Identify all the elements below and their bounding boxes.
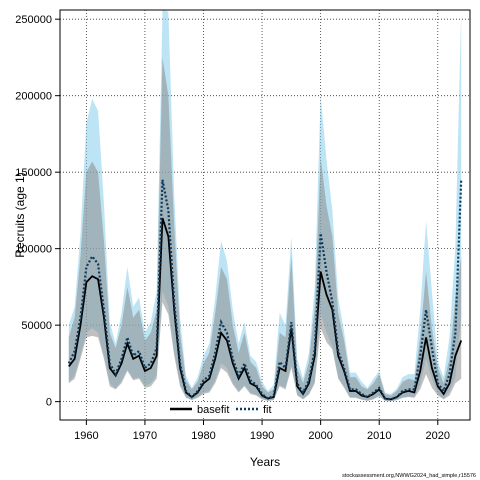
basefit-confidence-band — [68, 57, 462, 402]
y-tick-label-50000: 50000 — [21, 320, 52, 332]
legend-fit-label: fit — [263, 404, 272, 416]
y-tick-label-150000: 150000 — [15, 167, 52, 179]
fit-line — [67, 179, 463, 401]
y-tick-label-200000: 200000 — [15, 91, 52, 103]
legend-background — [164, 402, 288, 418]
x-tick-label-1990: 1990 — [250, 430, 274, 442]
x-tick-label-2000: 2000 — [308, 430, 332, 442]
legend-basefit-label: basefit — [197, 404, 229, 416]
confidence-bands — [68, 10, 462, 402]
y-tick-label-0: 0 — [46, 397, 52, 409]
plot-frame — [59, 9, 471, 421]
caption: stockassessment.org,NWWG2024_had_simple,… — [342, 473, 476, 479]
x-axis: 1960 1970 1980 1990 2000 2010 2020 — [74, 420, 450, 442]
x-tick-label-2010: 2010 — [367, 430, 391, 442]
x-tick-label-2020: 2020 — [426, 430, 450, 442]
series-lines — [67, 179, 463, 401]
x-tick-label-1980: 1980 — [191, 430, 215, 442]
y-axis-label: Recruits (age 1) — [13, 172, 27, 257]
x-axis-label: Years — [250, 455, 280, 469]
y-axis: 0 50000 100000 150000 200000 250000 — [15, 14, 60, 409]
grid-lines — [60, 10, 470, 420]
x-tick-label-1960: 1960 — [74, 430, 98, 442]
legend: basefit fit — [164, 402, 288, 418]
y-tick-label-100000: 100000 — [15, 244, 52, 256]
x-tick-label-1970: 1970 — [133, 430, 157, 442]
y-tick-label-250000: 250000 — [15, 14, 52, 26]
